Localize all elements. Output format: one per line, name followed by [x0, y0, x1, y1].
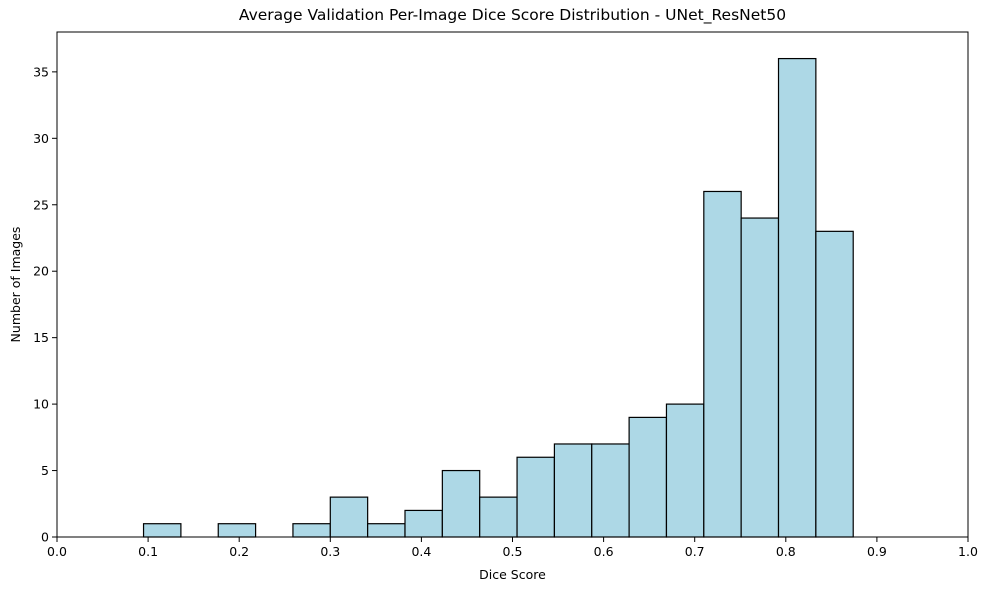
chart-title: Average Validation Per-Image Dice Score …	[239, 6, 786, 25]
y-tick-label: 5	[41, 463, 49, 478]
histogram-bar	[479, 496, 518, 538]
x-tick-label: 0.8	[776, 544, 796, 559]
y-axis: 0 5 10 15 20 25 30 35	[33, 64, 57, 545]
x-tick-label: 0.2	[229, 544, 249, 559]
x-tick-label: 0.3	[320, 544, 340, 559]
histogram-bar	[703, 190, 742, 538]
y-axis-label: Number of Images	[8, 227, 23, 343]
y-tick-label: 15	[33, 330, 49, 345]
x-axis-label: Dice Score	[479, 567, 546, 582]
x-tick-label: 1.0	[958, 544, 978, 559]
bars-layer	[142, 57, 854, 538]
y-tick-label: 30	[33, 131, 49, 146]
y-tick-label: 0	[41, 530, 49, 545]
x-tick-label: 0.0	[47, 544, 67, 559]
histogram-bar	[404, 509, 443, 538]
y-tick-label: 35	[33, 64, 49, 79]
x-tick-label: 0.5	[503, 544, 523, 559]
histogram-bar	[665, 403, 705, 538]
histogram-bar	[777, 57, 817, 538]
histogram-bar	[740, 217, 780, 538]
histogram-bar	[591, 443, 630, 538]
histogram-bar	[628, 416, 668, 538]
histogram-bar	[441, 469, 481, 538]
histogram-bar	[329, 496, 369, 538]
histogram-bar	[292, 523, 331, 538]
histogram-bar	[217, 523, 257, 538]
x-tick-label: 0.9	[867, 544, 887, 559]
histogram-bar	[367, 523, 406, 538]
x-tick-label: 0.4	[411, 544, 431, 559]
histogram-bar	[516, 456, 556, 538]
y-tick-label: 20	[33, 264, 49, 279]
x-tick-label: 0.7	[685, 544, 705, 559]
histogram-bar	[815, 230, 854, 538]
plot-frame	[56, 31, 969, 538]
y-tick-label: 10	[33, 397, 49, 412]
x-axis: 0.0 0.1 0.2 0.3 0.4 0.5 0.6 0.7 0.8 0.9 1.0	[47, 537, 978, 559]
x-tick-label: 0.6	[594, 544, 614, 559]
histogram-bar	[142, 523, 182, 538]
x-tick-label: 0.1	[138, 544, 158, 559]
y-tick-label: 25	[33, 197, 49, 212]
histogram-bar	[553, 443, 593, 538]
